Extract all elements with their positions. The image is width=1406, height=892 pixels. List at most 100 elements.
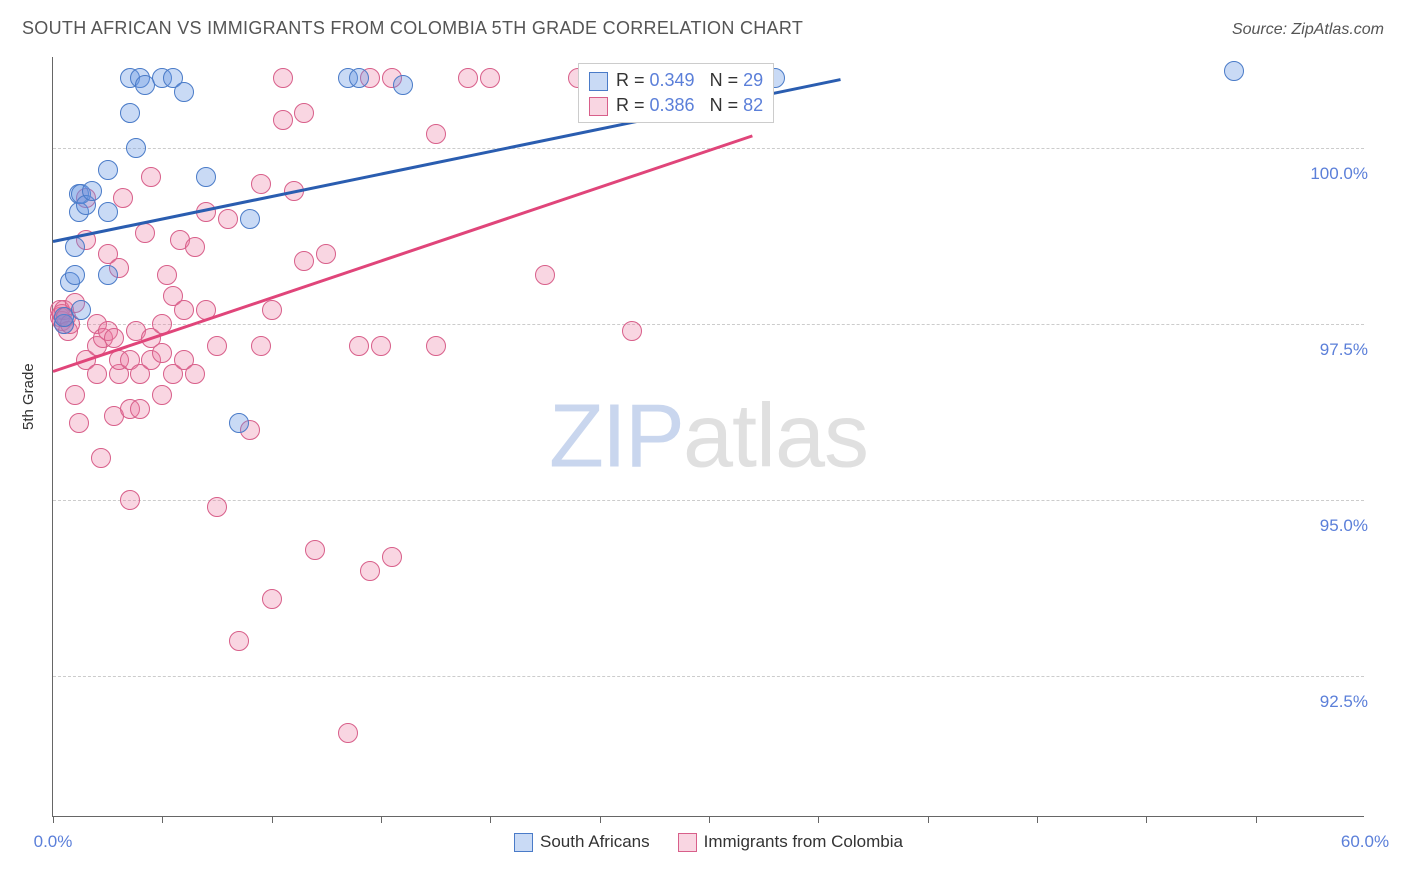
legend-n-label: N = xyxy=(695,70,744,90)
data-point xyxy=(349,336,369,356)
x-tick-mark xyxy=(709,816,710,823)
x-tick-mark xyxy=(1256,816,1257,823)
watermark-atlas: atlas xyxy=(683,386,868,486)
data-point xyxy=(141,167,161,187)
data-point xyxy=(294,103,314,123)
y-tick-label: 95.0% xyxy=(1312,516,1368,536)
legend-n-label: N = xyxy=(695,95,744,115)
data-point xyxy=(185,237,205,257)
gridline xyxy=(53,676,1364,677)
data-point xyxy=(218,209,238,229)
y-axis-label: 5th Grade xyxy=(20,363,37,430)
data-point xyxy=(294,251,314,271)
y-tick-label: 100.0% xyxy=(1302,164,1368,184)
data-point xyxy=(126,138,146,158)
chart-source: Source: ZipAtlas.com xyxy=(1232,21,1384,39)
data-point xyxy=(338,723,358,743)
data-point xyxy=(196,167,216,187)
data-point xyxy=(98,202,118,222)
data-point xyxy=(174,300,194,320)
data-point xyxy=(65,265,85,285)
data-point xyxy=(120,490,140,510)
data-point xyxy=(393,75,413,95)
data-point xyxy=(240,209,260,229)
legend-r-label: R = xyxy=(616,70,650,90)
data-point xyxy=(65,237,85,257)
data-point xyxy=(185,364,205,384)
data-point xyxy=(535,265,555,285)
chart-plot-area: ZIPatlas 92.5%95.0%97.5%100.0%0.0%60.0%R… xyxy=(52,57,1364,817)
data-point xyxy=(316,244,336,264)
legend-swatch xyxy=(589,72,608,91)
data-point xyxy=(120,103,140,123)
y-tick-label: 92.5% xyxy=(1312,692,1368,712)
legend-swatch xyxy=(678,833,697,852)
data-point xyxy=(273,110,293,130)
data-point xyxy=(382,547,402,567)
legend-swatch xyxy=(514,833,533,852)
chart-title: SOUTH AFRICAN VS IMMIGRANTS FROM COLOMBI… xyxy=(22,18,803,39)
data-point xyxy=(174,82,194,102)
x-tick-mark xyxy=(53,816,54,823)
data-point xyxy=(426,124,446,144)
data-point xyxy=(152,343,172,363)
legend-label: South Africans xyxy=(540,832,650,851)
y-tick-label: 97.5% xyxy=(1312,340,1368,360)
legend-r-value: 0.386 xyxy=(650,95,695,115)
legend-item: Immigrants from Colombia xyxy=(678,832,903,851)
legend-r-value: 0.349 xyxy=(650,70,695,90)
data-point xyxy=(458,68,478,88)
data-point xyxy=(152,385,172,405)
legend-swatch xyxy=(589,97,608,116)
data-point xyxy=(262,300,282,320)
x-tick-mark xyxy=(600,816,601,823)
data-point xyxy=(130,399,150,419)
data-point xyxy=(98,265,118,285)
data-point xyxy=(305,540,325,560)
legend-item: South Africans xyxy=(514,832,650,851)
x-tick-mark xyxy=(490,816,491,823)
watermark: ZIPatlas xyxy=(549,385,868,488)
series-legend: South Africans Immigrants from Colombia xyxy=(53,832,1364,852)
data-point xyxy=(262,589,282,609)
data-point xyxy=(113,188,133,208)
data-point xyxy=(480,68,500,88)
gridline xyxy=(53,500,1364,501)
data-point xyxy=(349,68,369,88)
x-tick-mark xyxy=(381,816,382,823)
legend-row: R = 0.386 N = 82 xyxy=(589,93,763,118)
watermark-zip: ZIP xyxy=(549,386,683,486)
x-tick-mark xyxy=(272,816,273,823)
x-tick-mark xyxy=(162,816,163,823)
x-tick-mark xyxy=(1037,816,1038,823)
legend-n-value: 29 xyxy=(743,70,763,90)
data-point xyxy=(229,631,249,651)
legend-label: Immigrants from Colombia xyxy=(704,832,903,851)
data-point xyxy=(360,561,380,581)
data-point xyxy=(71,300,91,320)
data-point xyxy=(157,265,177,285)
x-tick-mark xyxy=(1146,816,1147,823)
data-point xyxy=(207,497,227,517)
data-point xyxy=(1224,61,1244,81)
correlation-legend: R = 0.349 N = 29 R = 0.386 N = 82 xyxy=(578,63,774,123)
gridline xyxy=(53,324,1364,325)
legend-n-value: 82 xyxy=(743,95,763,115)
data-point xyxy=(622,321,642,341)
data-point xyxy=(426,336,446,356)
data-point xyxy=(207,336,227,356)
legend-r-label: R = xyxy=(616,95,650,115)
data-point xyxy=(251,174,271,194)
data-point xyxy=(98,160,118,180)
data-point xyxy=(104,328,124,348)
x-tick-mark xyxy=(928,816,929,823)
data-point xyxy=(65,385,85,405)
data-point xyxy=(91,448,111,468)
data-point xyxy=(87,364,107,384)
x-tick-mark xyxy=(818,816,819,823)
data-point xyxy=(82,181,102,201)
data-point xyxy=(273,68,293,88)
data-point xyxy=(229,413,249,433)
data-point xyxy=(69,413,89,433)
data-point xyxy=(371,336,391,356)
